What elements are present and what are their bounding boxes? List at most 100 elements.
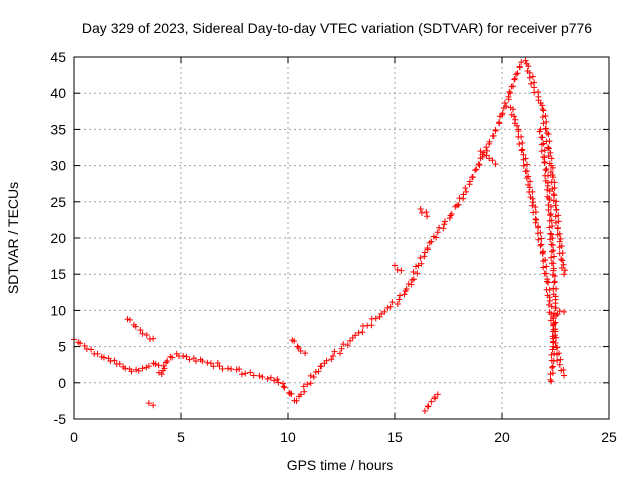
data-point-secondary-tracks bbox=[538, 241, 545, 248]
data-point-secondary-tracks bbox=[547, 236, 554, 243]
data-point-secondary-tracks bbox=[424, 403, 431, 410]
data-point-main-track bbox=[304, 381, 311, 388]
data-point-main-track bbox=[359, 329, 366, 336]
y-tick-label: 0 bbox=[58, 375, 66, 391]
data-point-main-track bbox=[539, 114, 546, 121]
data-point-secondary-tracks bbox=[297, 347, 304, 354]
data-point-secondary-tracks bbox=[546, 196, 553, 203]
data-point-main-track bbox=[559, 250, 566, 257]
data-point-main-track bbox=[279, 380, 286, 387]
data-point-secondary-tracks bbox=[126, 316, 133, 323]
data-point-main-track bbox=[513, 71, 520, 78]
data-point-secondary-tracks bbox=[544, 186, 551, 193]
data-point-secondary-tracks bbox=[418, 209, 425, 216]
data-point-secondary-tracks bbox=[549, 223, 556, 230]
data-point-secondary-tracks bbox=[529, 202, 536, 209]
data-point-main-track bbox=[545, 153, 552, 160]
data-point-secondary-tracks bbox=[544, 172, 551, 179]
data-point-secondary-tracks bbox=[560, 366, 567, 373]
data-point-main-track bbox=[77, 340, 84, 347]
data-point-main-track bbox=[436, 224, 443, 231]
data-point-main-track bbox=[180, 353, 187, 360]
data-point-main-track bbox=[529, 73, 536, 80]
data-point-main-track bbox=[540, 120, 547, 127]
data-point-secondary-tracks bbox=[548, 378, 555, 385]
data-point-secondary-tracks bbox=[537, 229, 544, 236]
data-point-secondary-tracks bbox=[511, 113, 518, 120]
data-point-main-track bbox=[555, 218, 562, 225]
data-point-secondary-tracks bbox=[546, 297, 553, 304]
data-point-main-track bbox=[401, 291, 408, 298]
data-point-secondary-tracks bbox=[541, 147, 548, 154]
data-point-secondary-tracks bbox=[542, 256, 549, 263]
data-point-secondary-tracks bbox=[547, 210, 554, 217]
data-point-main-track bbox=[552, 213, 559, 220]
data-point-main-track bbox=[421, 249, 428, 256]
data-point-main-track bbox=[389, 299, 396, 306]
data-point-secondary-tracks bbox=[553, 312, 560, 319]
data-point-main-track bbox=[469, 174, 476, 181]
x-tick-label: 5 bbox=[177, 429, 185, 445]
data-point-main-track bbox=[155, 362, 162, 369]
data-point-secondary-tracks bbox=[540, 264, 547, 271]
data-point-secondary-tracks bbox=[483, 152, 490, 159]
data-point-secondary-tracks bbox=[548, 357, 555, 364]
data-point-main-track bbox=[281, 384, 288, 391]
data-point-secondary-tracks bbox=[533, 216, 540, 223]
data-point-main-track bbox=[100, 354, 107, 361]
data-point-secondary-tracks bbox=[526, 184, 533, 191]
y-axis-label: SDTVAR / TECUs bbox=[5, 182, 21, 294]
data-point-secondary-tracks bbox=[549, 363, 556, 370]
data-point-main-track bbox=[111, 357, 118, 364]
data-point-secondary-tracks bbox=[546, 224, 553, 231]
data-point-main-track bbox=[94, 350, 101, 357]
data-point-main-track bbox=[83, 345, 90, 352]
data-point-secondary-tracks bbox=[486, 155, 493, 162]
data-point-secondary-tracks bbox=[542, 167, 549, 174]
data-point-main-track bbox=[518, 59, 525, 66]
data-point-secondary-tracks bbox=[489, 157, 496, 164]
data-point-secondary-tracks bbox=[291, 338, 298, 345]
data-point-secondary-tracks bbox=[549, 271, 556, 278]
data-point-secondary-tracks bbox=[561, 372, 568, 379]
data-point-main-track bbox=[414, 270, 421, 277]
data-point-secondary-tracks bbox=[550, 338, 557, 345]
data-point-secondary-tracks bbox=[145, 400, 152, 407]
data-point-secondary-tracks bbox=[552, 319, 559, 326]
data-point-main-track bbox=[323, 357, 330, 364]
data-point-main-track bbox=[344, 342, 351, 349]
data-point-main-track bbox=[473, 166, 480, 173]
data-point-main-track bbox=[441, 221, 448, 228]
data-point-main-track bbox=[489, 132, 496, 139]
data-point-secondary-tracks bbox=[539, 250, 546, 257]
data-point-main-track bbox=[301, 388, 308, 395]
y-tick-label: 40 bbox=[50, 85, 66, 101]
data-point-main-track bbox=[135, 367, 142, 374]
data-point-main-track bbox=[549, 164, 556, 171]
data-point-secondary-tracks bbox=[535, 236, 542, 243]
data-point-secondary-tracks bbox=[549, 370, 556, 377]
data-point-secondary-tracks bbox=[538, 235, 545, 242]
data-point-secondary-tracks bbox=[536, 128, 543, 135]
y-tick-label: 15 bbox=[50, 266, 66, 282]
data-point-secondary-tracks bbox=[548, 303, 555, 310]
data-point-secondary-tracks bbox=[150, 402, 157, 409]
data-point-main-track bbox=[236, 366, 243, 373]
data-point-secondary-tracks bbox=[516, 140, 523, 147]
data-point-secondary-tracks bbox=[527, 178, 534, 185]
data-point-secondary-tracks bbox=[551, 278, 558, 285]
data-point-main-track bbox=[336, 350, 343, 357]
y-tick-label: 5 bbox=[58, 339, 66, 355]
data-point-secondary-tracks bbox=[557, 356, 564, 363]
data-point-main-track bbox=[145, 363, 152, 370]
data-point-secondary-tracks bbox=[550, 343, 557, 350]
data-point-secondary-tracks bbox=[520, 151, 527, 158]
data-point-main-track bbox=[139, 365, 146, 372]
data-point-main-track bbox=[542, 125, 549, 132]
data-point-main-track bbox=[547, 149, 554, 156]
data-point-main-track bbox=[378, 310, 385, 317]
data-point-main-track bbox=[210, 363, 217, 370]
data-point-main-track bbox=[531, 84, 538, 91]
data-point-secondary-tracks bbox=[137, 326, 144, 333]
data-point-main-track bbox=[476, 162, 483, 169]
